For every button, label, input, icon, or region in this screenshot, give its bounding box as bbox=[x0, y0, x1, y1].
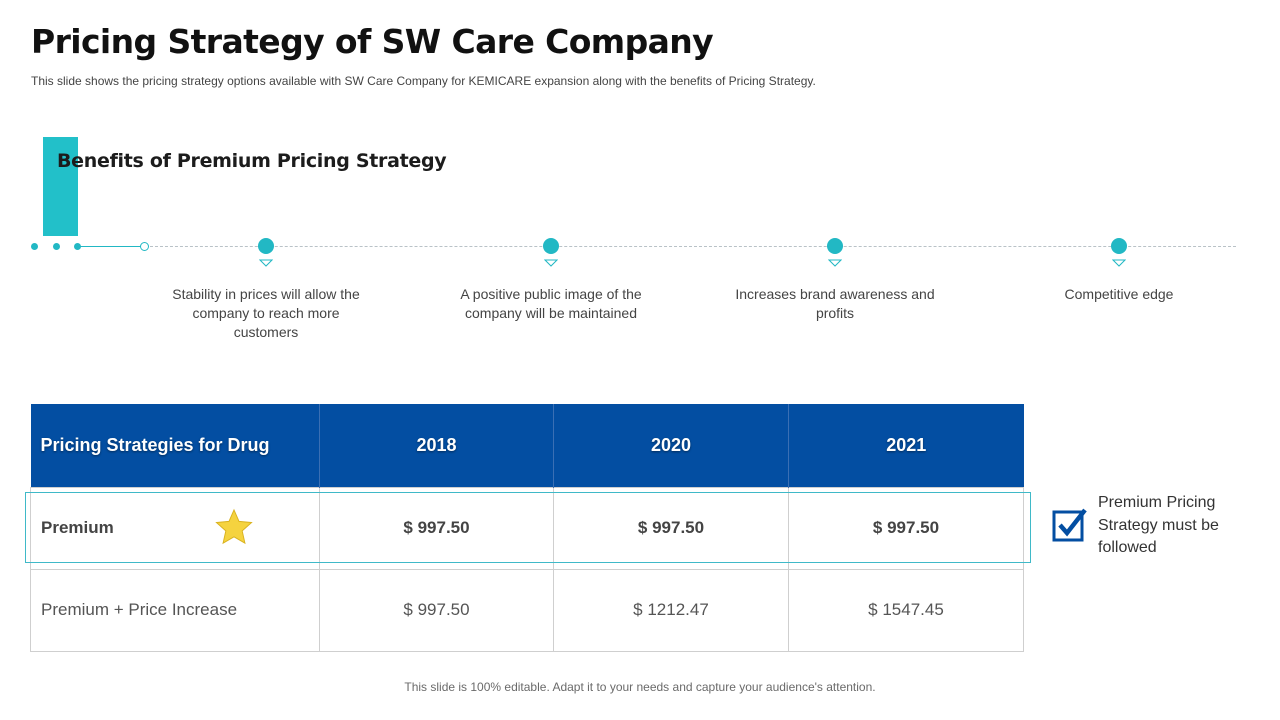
column-header: Pricing Strategies for Drug bbox=[30, 404, 320, 487]
row-label-cell: Premium bbox=[30, 486, 320, 570]
table-row: Premium + Price Increase $ 997.50 $ 1212… bbox=[30, 568, 1024, 652]
strategy-note: Premium Pricing Strategy must be followe… bbox=[1098, 494, 1219, 556]
table-cell: $ 997.50 bbox=[788, 486, 1024, 570]
benefit-text: Increases brand awareness and profits bbox=[735, 286, 935, 321]
benefit-item: Stability in prices will allow the compa… bbox=[166, 238, 366, 342]
benefit-item: Competitive edge bbox=[1019, 238, 1219, 304]
page-title: Pricing Strategy of SW Care Company bbox=[31, 22, 714, 61]
row-label: Premium + Price Increase bbox=[41, 600, 238, 619]
row-label: Premium bbox=[41, 518, 114, 537]
benefit-text: Competitive edge bbox=[1064, 286, 1174, 302]
star-icon bbox=[215, 508, 253, 544]
caret-down-icon bbox=[258, 259, 274, 267]
caret-down-icon bbox=[543, 259, 559, 267]
timeline-start-circle bbox=[140, 242, 149, 251]
benefit-text: A positive public image of the company w… bbox=[460, 286, 642, 321]
timeline-marker bbox=[1111, 238, 1127, 254]
benefit-item: Increases brand awareness and profits bbox=[735, 238, 935, 323]
column-header: 2021 bbox=[788, 404, 1024, 487]
column-header: 2020 bbox=[553, 404, 789, 487]
table-row: Premium $ 997.50 $ 997.50 $ 997.50 bbox=[30, 486, 1024, 570]
timeline-marker bbox=[258, 238, 274, 254]
checkbox-check-icon bbox=[1052, 508, 1087, 542]
caret-down-icon bbox=[827, 259, 843, 267]
pricing-table: Pricing Strategies for Drug 2018 2020 20… bbox=[30, 404, 1024, 652]
timeline-dot bbox=[74, 243, 81, 250]
table-cell: $ 997.50 bbox=[319, 486, 554, 570]
timeline-line bbox=[78, 246, 144, 247]
table-cell: $ 997.50 bbox=[319, 568, 554, 652]
timeline-marker bbox=[827, 238, 843, 254]
table-cell: $ 997.50 bbox=[553, 486, 789, 570]
benefits-heading: Benefits of Premium Pricing Strategy bbox=[57, 150, 447, 172]
benefit-item: A positive public image of the company w… bbox=[451, 238, 651, 323]
timeline-marker bbox=[543, 238, 559, 254]
timeline-dot bbox=[31, 243, 38, 250]
column-header: 2018 bbox=[319, 404, 554, 487]
accent-bar bbox=[43, 137, 78, 236]
row-label-cell: Premium + Price Increase bbox=[30, 568, 320, 652]
timeline-dashed-line bbox=[150, 246, 1236, 247]
table-cell: $ 1212.47 bbox=[553, 568, 789, 652]
table-cell: $ 1547.45 bbox=[788, 568, 1024, 652]
page-subtitle: This slide shows the pricing strategy op… bbox=[31, 74, 816, 88]
footer-text: This slide is 100% editable. Adapt it to… bbox=[404, 680, 876, 694]
timeline-dot bbox=[53, 243, 60, 250]
caret-down-icon bbox=[1111, 259, 1127, 267]
benefit-text: Stability in prices will allow the compa… bbox=[172, 286, 360, 340]
table-header-row: Pricing Strategies for Drug 2018 2020 20… bbox=[30, 404, 1024, 487]
